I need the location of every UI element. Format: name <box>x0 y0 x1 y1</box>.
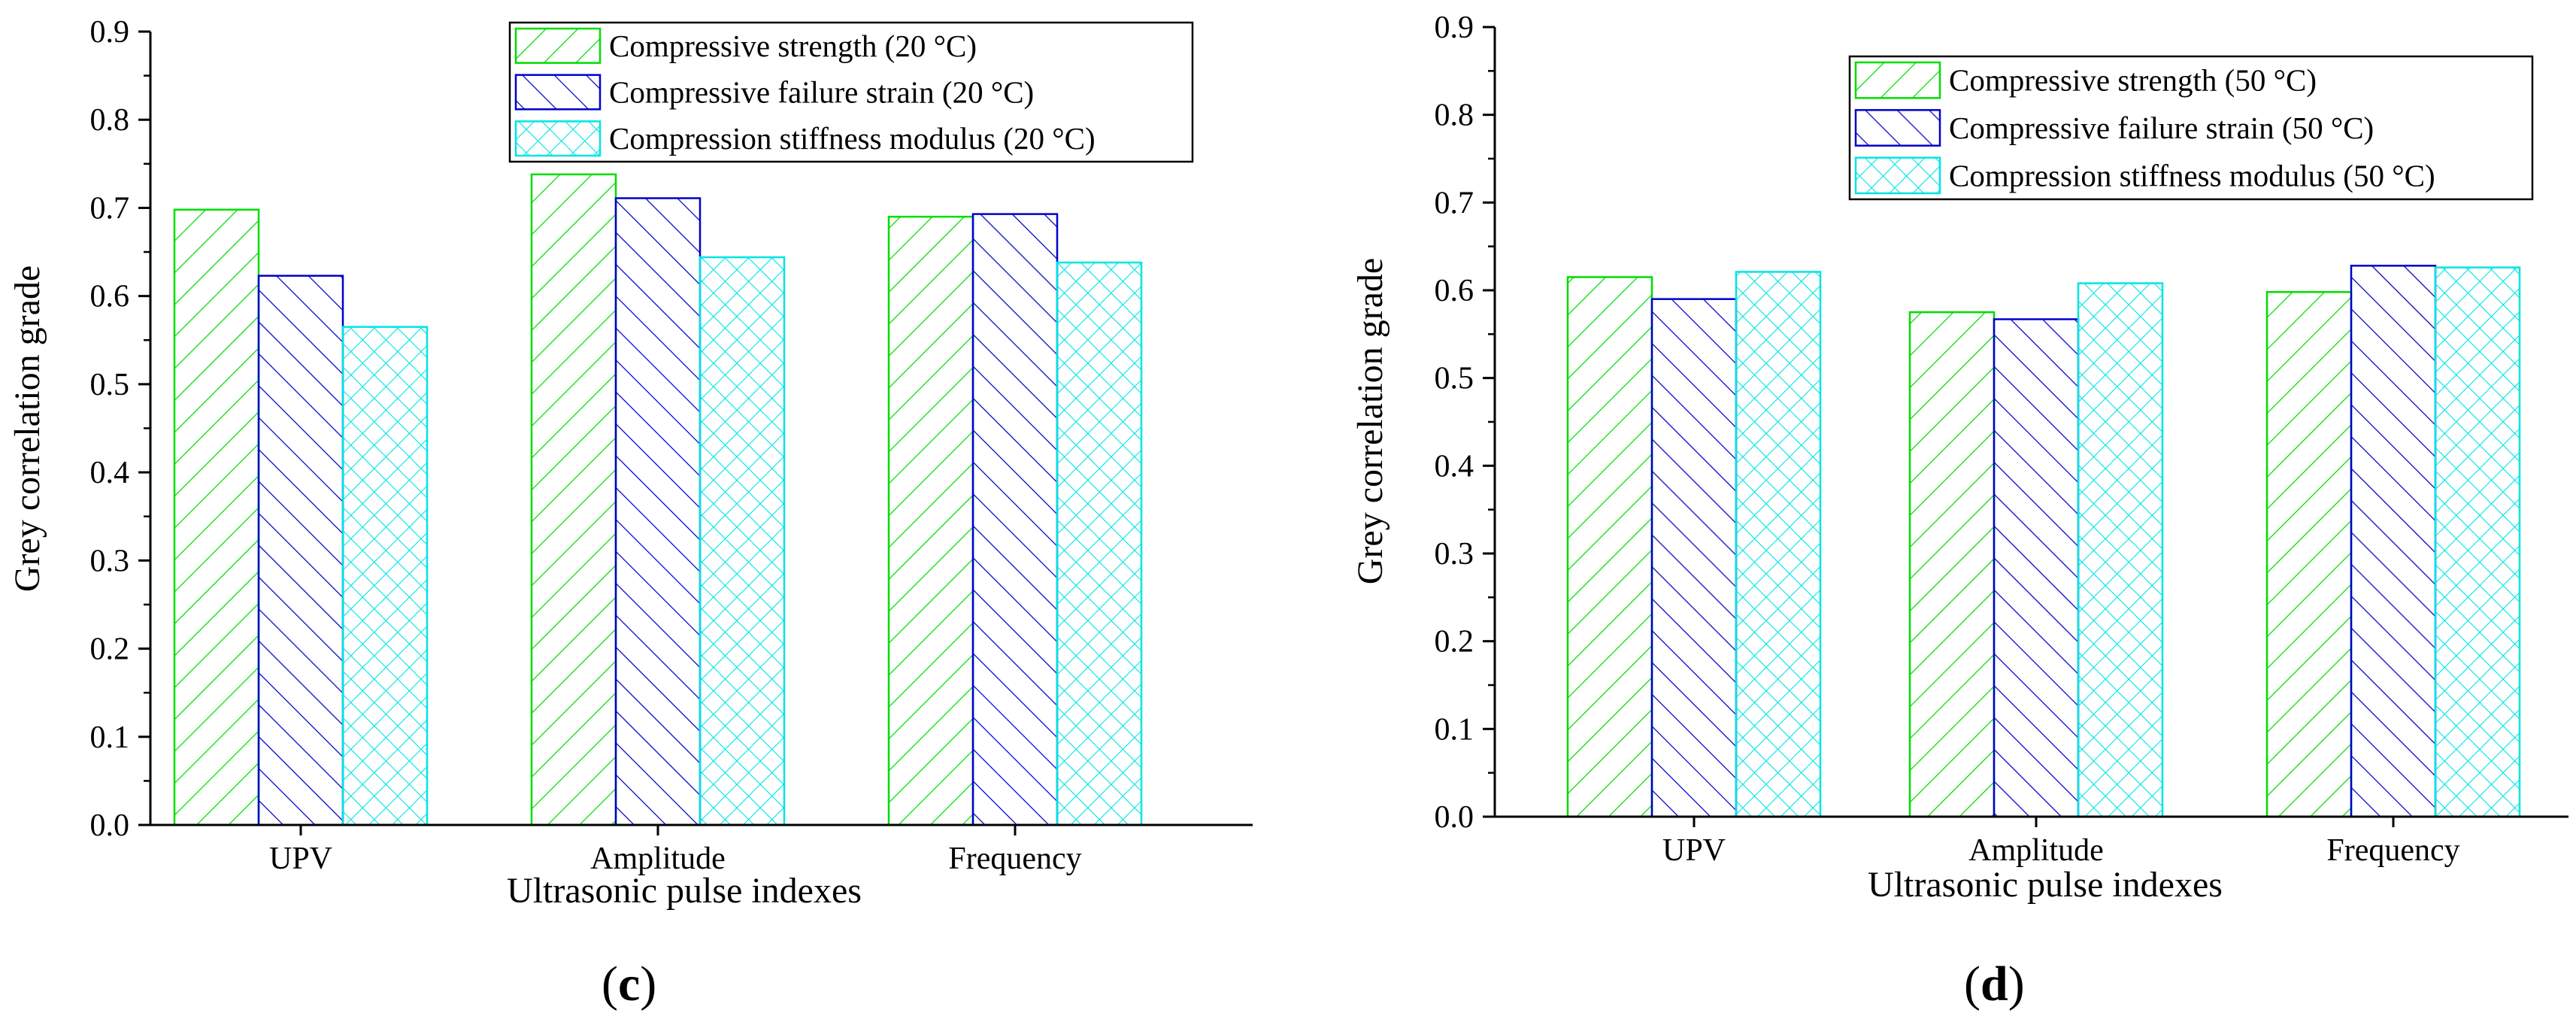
legend-swatch-diag-up <box>514 27 602 64</box>
y-tick-label: 0.6 <box>90 280 130 314</box>
y-tick-label: 0.3 <box>90 544 130 578</box>
legend-box <box>1848 55 2534 201</box>
x-tick-label-amplitude: Amplitude <box>590 842 726 876</box>
bar-frequency-series-2 <box>2350 265 2437 818</box>
y-tick-label: 0.4 <box>90 456 130 490</box>
panel-label-letter: c <box>618 957 640 1011</box>
bars-group <box>173 173 1143 826</box>
legend-label: Compression stiffness modulus (50 °C) <box>1949 158 2435 193</box>
bar-upv-series-1 <box>1566 276 1653 818</box>
x-tick-label-frequency: Frequency <box>948 842 1081 876</box>
legend: Compressive strength (50 °C) Compressive … <box>1848 55 2534 201</box>
bar-amplitude-series-3 <box>699 256 786 826</box>
legend-swatch-diag-down <box>514 74 602 111</box>
legend-label: Compression stiffness modulus (20 °C) <box>609 121 1096 156</box>
bar-upv-series-3 <box>1735 271 1822 818</box>
legend-label: Compressive strength (20 °C) <box>609 29 977 63</box>
x-tick-label-amplitude: Amplitude <box>1968 833 2104 868</box>
bar-frequency-series-3 <box>2434 266 2521 818</box>
bar-amplitude-series-3 <box>2077 282 2164 818</box>
y-axis-title: Grey correlation grade <box>8 265 47 592</box>
y-tick-label: 0.2 <box>1435 625 1474 660</box>
x-tick-label-frequency: Frequency <box>2326 833 2459 868</box>
y-tick-label: 0.9 <box>90 15 130 50</box>
y-tick-label: 0.5 <box>90 368 130 402</box>
y-tick-label: 0.4 <box>1435 449 1474 484</box>
panel-label: (c) <box>602 957 656 1011</box>
legend-label: Compressive strength (50 °C) <box>1949 63 2317 98</box>
bar-upv-series-3 <box>341 326 429 826</box>
y-tick-label: 0.3 <box>1435 537 1474 572</box>
legend-swatch-crosshatch <box>514 120 602 157</box>
legend-label: Compressive failure strain (20 °C) <box>609 75 1034 110</box>
x-axis-title: Ultrasonic pulse indexes <box>507 871 862 911</box>
y-axis-title: Grey correlation grade <box>1350 258 1390 584</box>
y-tick-label: 0.1 <box>90 720 130 755</box>
bars-group <box>1566 265 2521 818</box>
y-tick-label: 0.0 <box>1435 800 1474 835</box>
bar-frequency-series-1 <box>887 215 974 826</box>
y-tick-label: 0.0 <box>90 808 130 843</box>
panel-label-letter: d <box>1980 957 2008 1011</box>
panel-label: (d) <box>1964 957 2025 1011</box>
legend-box <box>508 21 1194 163</box>
bar-amplitude-series-2 <box>614 197 702 826</box>
bar-amplitude-series-2 <box>1993 318 2080 818</box>
legend-swatch-diag-down <box>1854 109 1941 147</box>
y-tick-label: 0.7 <box>1435 186 1474 220</box>
bar-amplitude-series-1 <box>530 173 617 826</box>
x-axis-title: Ultrasonic pulse indexes <box>1868 865 2223 905</box>
legend-swatch-diag-up <box>1854 61 1941 99</box>
y-tick-label: 0.8 <box>90 103 130 138</box>
legend-label: Compressive failure strain (50 °C) <box>1949 111 2374 145</box>
y-tick-label: 0.9 <box>1435 11 1474 45</box>
x-tick-label-upv: UPV <box>1662 833 1726 868</box>
chart-panel-d: 0.0 0.1 0.2 0.3 0.4 0.5 0.6 0.7 0.8 0.9 UPV Amplitu… <box>1350 11 2568 1011</box>
y-tick-label: 0.2 <box>90 632 130 667</box>
legend-swatch-crosshatch <box>1854 156 1941 195</box>
bar-amplitude-series-1 <box>1908 311 1996 818</box>
x-tick-label-upv: UPV <box>269 842 332 876</box>
legend: Compressive strength (20 °C) Compressive … <box>508 21 1194 163</box>
bar-frequency-series-3 <box>1056 261 1143 826</box>
y-tick-label: 0.5 <box>1435 362 1474 396</box>
bar-upv-series-2 <box>257 274 344 826</box>
y-tick-label: 0.6 <box>1435 274 1474 308</box>
bar-frequency-series-1 <box>2265 291 2353 818</box>
y-tick-label: 0.8 <box>1435 99 1474 133</box>
y-tick-label: 0.7 <box>90 191 130 226</box>
bar-upv-series-1 <box>173 208 260 826</box>
bar-upv-series-2 <box>1650 298 1738 818</box>
y-tick-label: 0.1 <box>1435 712 1474 747</box>
bar-frequency-series-2 <box>971 213 1059 826</box>
chart-panel-c: 0.0 0.1 0.2 0.3 0.4 0.5 0.6 0.7 0.8 0.9 UPV Amplitu… <box>8 15 1253 1011</box>
